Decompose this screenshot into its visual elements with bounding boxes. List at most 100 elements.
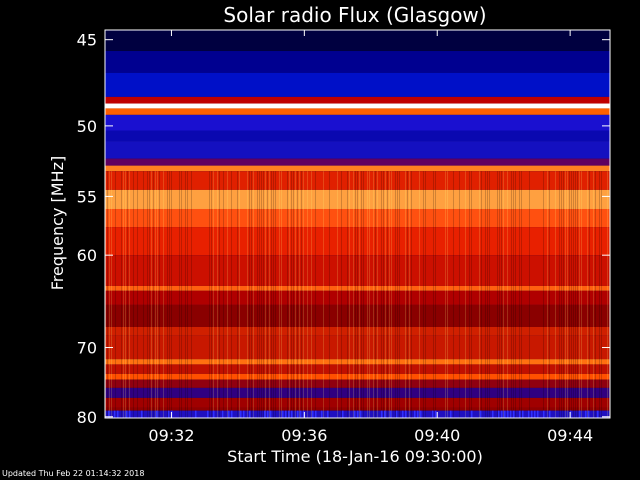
striation [561,171,562,418]
striation [503,171,504,418]
striation [399,171,400,418]
noise-stripe [327,410,329,418]
striation [423,171,424,418]
noise-stripe [126,410,128,418]
noise-stripe [390,410,392,418]
striation [307,171,308,418]
noise-stripe [396,410,398,418]
striation [607,171,608,418]
striation [299,171,300,418]
striation [599,171,600,418]
striation [359,171,360,418]
striation [129,171,130,418]
striation [555,171,556,418]
noise-stripe [321,410,323,418]
striation [191,171,192,418]
noise-stripe [597,410,599,418]
spectrum-band-4 [105,103,610,109]
striation [149,171,150,418]
striation [387,171,388,418]
noise-stripe [450,410,452,418]
striation [143,171,144,418]
spectrum-band-25 [105,387,610,398]
striation [381,171,382,418]
noise-stripe [249,410,251,418]
noise-stripe [384,410,386,418]
striation [249,171,250,418]
striation [281,171,282,418]
y-tick-label: 50 [77,117,97,136]
noise-stripe [270,410,272,418]
striation [487,171,488,418]
striation [577,171,578,418]
striation [375,171,376,418]
spectrum-band-16 [105,285,610,291]
striation [469,171,470,418]
noise-stripe [519,410,521,418]
spectrum-band-3 [105,96,610,104]
striation [219,171,220,418]
striation [593,171,594,418]
striation [361,171,362,418]
striation [329,171,330,418]
striation [297,171,298,418]
striation [395,171,396,418]
striation [223,171,224,418]
spectrum-band-24 [105,379,610,388]
striation [185,171,186,418]
noise-stripe [168,410,170,418]
noise-stripe [282,410,284,418]
striation [363,171,364,418]
striation [569,171,570,418]
noise-stripe [471,410,473,418]
striation [499,171,500,418]
noise-stripe [195,410,197,418]
striation [435,171,436,418]
striation [169,171,170,418]
noise-stripe [522,410,524,418]
striation [453,171,454,418]
noise-stripe [240,410,242,418]
striation [511,171,512,418]
striation [373,171,374,418]
striation [137,171,138,418]
striation [213,171,214,418]
striation [271,171,272,418]
noise-stripe [114,410,116,418]
striation [521,171,522,418]
striation [261,171,262,418]
noise-stripe [510,410,512,418]
striation [567,171,568,418]
noise-stripe [501,410,503,418]
low-band-noise [108,410,599,418]
striation [601,171,602,418]
noise-stripe [300,410,302,418]
noise-stripe [414,410,416,418]
x-tick-label: 09:32 [148,426,194,445]
noise-stripe [537,410,539,418]
x-axis: 09:32 09:36 09:40 09:44 [148,30,593,445]
spectrum-band-22 [105,364,610,374]
striation [265,171,266,418]
striation [151,171,152,418]
striation [301,171,302,418]
striation [501,171,502,418]
striation [547,171,548,418]
striation [383,171,384,418]
noise-stripe [420,410,422,418]
striation [579,171,580,418]
noise-stripe [507,410,509,418]
noise-stripe [213,410,215,418]
noise-stripe [570,410,572,418]
spectrum-band-7 [105,130,610,142]
noise-stripe [141,410,143,418]
plot-area [104,29,611,419]
striation [111,171,112,418]
striation [565,171,566,418]
striation [471,171,472,418]
spectrum-band-6 [105,114,610,131]
noise-stripe [381,410,383,418]
striation [589,171,590,418]
spectrum-band-20 [105,335,610,360]
striation [303,171,304,418]
